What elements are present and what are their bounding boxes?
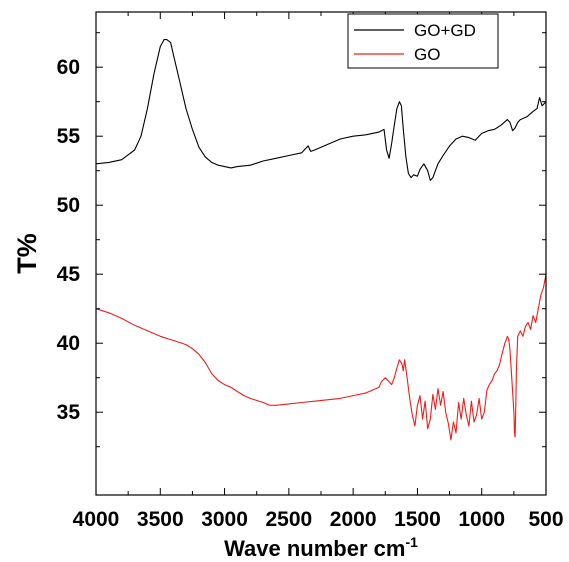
y-tick-label: 50 [57,194,80,217]
x-tick-label: 500 [528,508,563,531]
legend-box [347,13,499,69]
x-axis-title: Wave number cm-1 [224,534,418,561]
x-tick-label: 3500 [137,508,184,531]
y-tick-label: 55 [57,125,81,148]
legend-label-1: GO [414,45,440,64]
x-axis-title-superscript: -1 [405,534,418,550]
y-tick-label: 40 [57,332,80,355]
x-tick-label: 1500 [394,508,441,531]
legend: GO+GD GO [347,13,499,69]
y-axis-title: T% [12,233,42,274]
x-axis-title-main: Wave number cm [224,536,405,561]
series-line-1 [95,274,547,441]
legend-label-0: GO+GD [414,21,476,40]
y-tick-label: 60 [57,56,80,79]
y-tick-label: 35 [57,401,81,424]
x-tick-label: 2500 [265,508,312,531]
x-tick-label: 4000 [73,508,120,531]
x-tick-label: 1000 [458,508,505,531]
x-tick-label: 2000 [330,508,377,531]
series-line-0 [95,39,547,181]
plot-frame [95,11,547,496]
tick-layer: 4000 3500 3000 2500 2000 1500 1000 500 35 40 45 50 5… [57,12,564,531]
y-tick-label: 45 [57,263,81,286]
series-layer [95,39,547,441]
x-tick-label: 3000 [201,508,248,531]
